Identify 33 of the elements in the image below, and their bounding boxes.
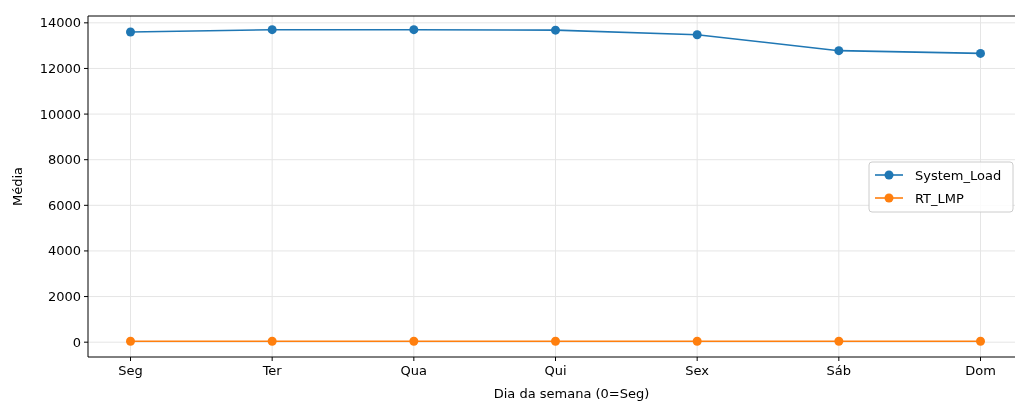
- point: [409, 25, 419, 35]
- legend-label: System_Load: [915, 167, 1002, 183]
- point: [267, 336, 277, 346]
- x-tick-label: Sex: [685, 363, 710, 378]
- point: [551, 25, 560, 35]
- point: [267, 25, 277, 35]
- y-tick-label: 0: [72, 334, 81, 350]
- point: [692, 30, 702, 40]
- y-tick-label: 4000: [47, 243, 81, 259]
- y-tick-label: 2000: [47, 289, 81, 305]
- point: [976, 336, 985, 346]
- x-tick-label: Dom: [965, 363, 996, 378]
- point: [551, 336, 560, 346]
- y-tick-label: 10000: [39, 106, 81, 122]
- point: [976, 48, 985, 58]
- legend-label: RT_LMP: [915, 190, 964, 206]
- y-tick-label: 8000: [47, 152, 81, 168]
- y-tick-label: 6000: [47, 197, 81, 213]
- x-tick-label: Seg: [118, 363, 143, 378]
- x-tick-label: Sáb: [826, 363, 852, 378]
- x-axis-title: Dia da semana (0=Seg): [493, 386, 650, 401]
- x-tick-label: Qua: [400, 363, 428, 378]
- x-tick-label: Qui: [544, 363, 567, 378]
- point: [126, 27, 135, 37]
- point: [834, 46, 844, 56]
- point: [409, 336, 419, 346]
- x-tick-label: Ter: [261, 363, 283, 378]
- point: [692, 336, 702, 346]
- y-tick-label: 14000: [39, 15, 81, 31]
- point: [834, 336, 844, 346]
- point: [126, 336, 135, 346]
- y-axis-title: Média: [10, 166, 25, 207]
- y-tick-label: 12000: [39, 61, 81, 77]
